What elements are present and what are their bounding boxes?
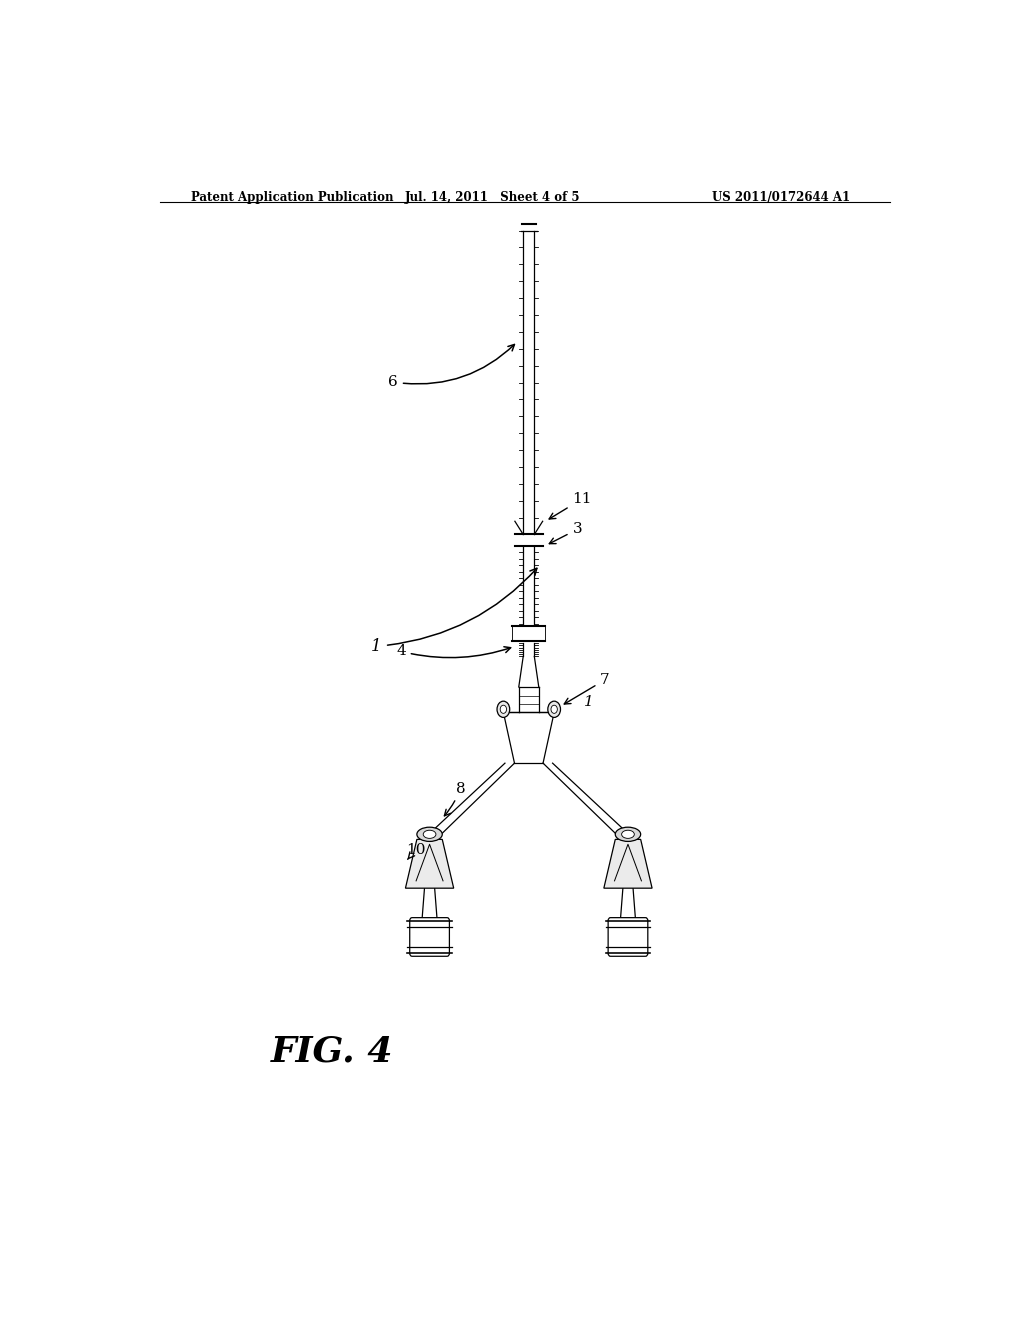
Ellipse shape — [622, 830, 634, 838]
Text: 9: 9 — [424, 939, 433, 953]
Text: 11: 11 — [549, 492, 592, 519]
Text: 1: 1 — [585, 696, 594, 709]
Text: US 2011/0172644 A1: US 2011/0172644 A1 — [712, 191, 850, 203]
Circle shape — [548, 701, 560, 718]
Text: Jul. 14, 2011   Sheet 4 of 5: Jul. 14, 2011 Sheet 4 of 5 — [406, 191, 581, 203]
Text: 10: 10 — [407, 842, 426, 859]
Text: FIG. 4: FIG. 4 — [270, 1034, 393, 1068]
Text: 7: 7 — [564, 673, 610, 704]
FancyBboxPatch shape — [608, 917, 648, 956]
Circle shape — [551, 705, 557, 713]
Text: 3: 3 — [549, 523, 582, 544]
Circle shape — [500, 705, 507, 713]
Ellipse shape — [423, 830, 436, 838]
Text: 8: 8 — [444, 781, 465, 816]
Ellipse shape — [417, 828, 442, 841]
Polygon shape — [604, 840, 652, 888]
FancyBboxPatch shape — [410, 917, 450, 956]
Ellipse shape — [615, 828, 641, 841]
Text: 1: 1 — [372, 569, 537, 655]
Text: 4: 4 — [396, 644, 511, 659]
Text: 6: 6 — [388, 345, 514, 389]
Circle shape — [497, 701, 510, 718]
Polygon shape — [406, 840, 454, 888]
Text: Patent Application Publication: Patent Application Publication — [191, 191, 394, 203]
